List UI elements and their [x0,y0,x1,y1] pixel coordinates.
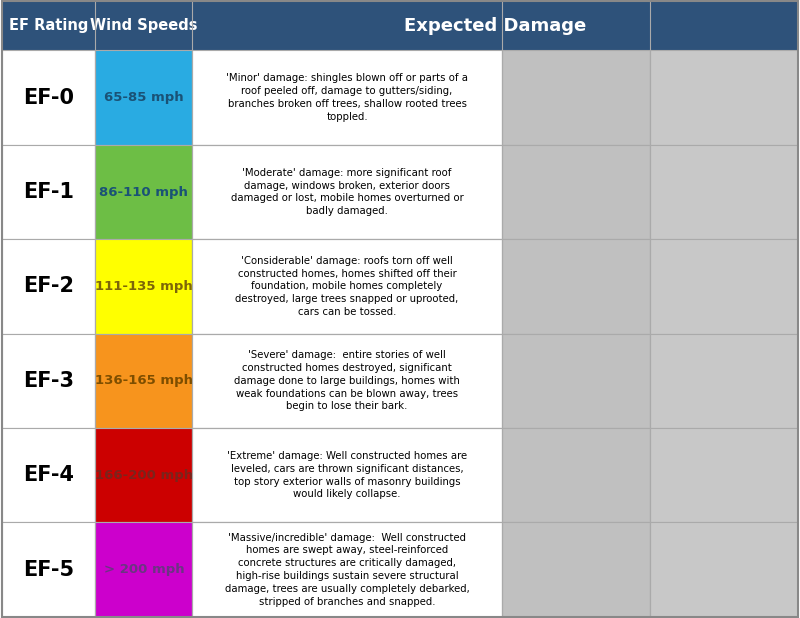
Bar [650,334,798,428]
Bar [2,145,95,239]
Bar [502,428,650,522]
Bar [95,428,193,522]
Bar [95,145,193,239]
Bar [650,51,798,145]
Bar [95,522,193,617]
Text: Wind Speeds: Wind Speeds [90,19,198,33]
Text: 'Severe' damage:  entire stories of well
constructed homes destroyed, significan: 'Severe' damage: entire stories of well … [234,350,460,412]
Bar [2,522,95,617]
Text: EF-4: EF-4 [23,465,74,485]
Text: 86-110 mph: 86-110 mph [99,185,188,198]
Text: 'Minor' damage: shingles blown off or parts of a
roof peeled off, damage to gutt: 'Minor' damage: shingles blown off or pa… [226,74,468,122]
Bar [2,1,798,51]
Text: 'Considerable' damage: roofs torn off well
constructed homes, homes shifted off : 'Considerable' damage: roofs torn off we… [235,256,458,317]
Bar [502,145,650,239]
Text: 111-135 mph: 111-135 mph [95,280,193,293]
Text: EF-2: EF-2 [23,276,74,297]
Text: 'Moderate' damage: more significant roof
damage, windows broken, exterior doors
: 'Moderate' damage: more significant roof… [230,168,463,216]
Text: Expected Damage: Expected Damage [404,17,586,35]
Bar [2,334,95,428]
Text: 166-200 mph: 166-200 mph [94,468,193,481]
Bar [650,145,798,239]
Bar [193,334,502,428]
Text: EF-0: EF-0 [23,88,74,108]
Text: 136-165 mph: 136-165 mph [95,375,193,387]
Text: 'Extreme' damage: Well constructed homes are
leveled, cars are thrown significan: 'Extreme' damage: Well constructed homes… [227,451,467,499]
Bar [502,334,650,428]
Text: > 200 mph: > 200 mph [103,563,184,576]
Bar [650,239,798,334]
Bar [95,239,193,334]
Text: 65-85 mph: 65-85 mph [104,91,184,104]
Text: EF-3: EF-3 [23,371,74,391]
Bar [95,334,193,428]
Bar [2,428,95,522]
Bar [95,51,193,145]
Bar [2,51,95,145]
Bar [193,51,502,145]
Bar [650,522,798,617]
Text: EF Rating: EF Rating [9,19,88,33]
Bar [193,239,502,334]
Text: 'Massive/incredible' damage:  Well constructed
homes are swept away, steel-reinf: 'Massive/incredible' damage: Well constr… [225,533,470,607]
Bar [193,145,502,239]
Bar [2,239,95,334]
Bar [193,522,502,617]
Bar [502,51,650,145]
Bar [502,239,650,334]
Text: EF-5: EF-5 [23,559,74,580]
Bar [502,522,650,617]
Bar [193,428,502,522]
Bar [650,428,798,522]
Text: EF-1: EF-1 [23,182,74,202]
